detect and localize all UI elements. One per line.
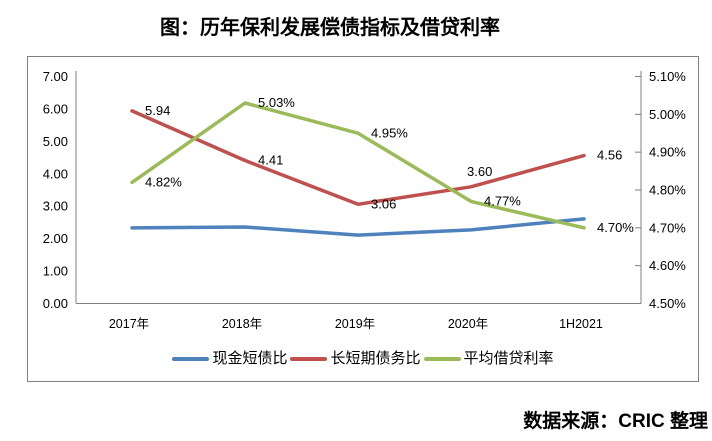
data-point-label: 4.70% [597,220,634,235]
right-axis-tick-label: 4.50% [649,296,686,311]
x-axis-category-label: 2018年 [222,317,262,331]
data-point-label: 5.03% [258,95,295,110]
x-axis-category-label: 2017年 [109,317,149,331]
right-axis-tick-label: 4.60% [649,258,686,273]
chart-canvas: 0.00 1.00 2.00 3.00 4.00 5.00 6.00 7.00 4.50% 4.6… [43,69,687,331]
right-axis-tick-label: 4.90% [649,145,686,160]
series-line-2 [130,101,586,230]
legend-item-cash-short-debt-ratio: 现金短债比 [172,349,287,369]
right-axis-tick-label: 4.80% [649,183,686,198]
data-point-label: 5.94 [145,103,170,118]
x-axis-category-label: 2020年 [448,317,488,331]
legend-line-swatch-icon [423,357,461,361]
data-point-label: 3.60 [467,164,492,179]
right-axis-tick-label: 5.00% [649,107,686,122]
left-axis-tick-label: 0.00 [43,296,68,311]
legend-line-swatch-icon [290,357,328,361]
legend-line-swatch-icon [172,357,210,361]
right-axis-tick-label: 4.70% [649,220,686,235]
x-axis-category-label: 1H2021 [559,317,603,331]
left-axis-tick-label: 4.00 [43,166,68,181]
series-line-1 [130,109,586,207]
legend-label: 平均借贷利率 [463,350,554,367]
x-axis-category-label: 2019年 [335,317,375,331]
right-axis-tick-label: 5.10% [649,69,686,84]
data-point-label: 4.77% [484,193,521,208]
data-source-note: 数据来源：CRIC 整理 [523,411,708,432]
chart-legend: 现金短债比 长短期债务比 平均借贷利率 [28,349,698,369]
left-axis-tick-label: 1.00 [43,264,68,279]
data-point-label: 4.41 [258,152,283,167]
data-point-label: 4.95% [371,125,408,140]
data-point-label: 4.56 [597,148,622,163]
chart-box: 0.00 1.00 2.00 3.00 4.00 5.00 6.00 7.00 4.50% 4.6… [27,56,699,382]
data-point-label: 3.06 [371,196,396,211]
legend-label: 现金短债比 [212,350,288,367]
legend-label: 长短期债务比 [330,350,421,367]
left-axis-tick-label: 6.00 [43,101,68,116]
legend-item-average-borrowing-rate: 平均借贷利率 [423,349,554,369]
legend-item-long-short-debt-ratio: 长短期债务比 [290,349,421,369]
left-axis-tick-label: 2.00 [43,231,68,246]
left-axis-tick-label: 3.00 [43,199,68,214]
left-axis-tick-label: 7.00 [43,69,68,84]
series-line-0 [130,217,586,237]
data-point-label: 4.82% [145,174,182,189]
left-axis-tick-label: 5.00 [43,134,68,149]
chart-title: 图：历年保利发展偿债指标及借贷利率 [160,17,500,39]
